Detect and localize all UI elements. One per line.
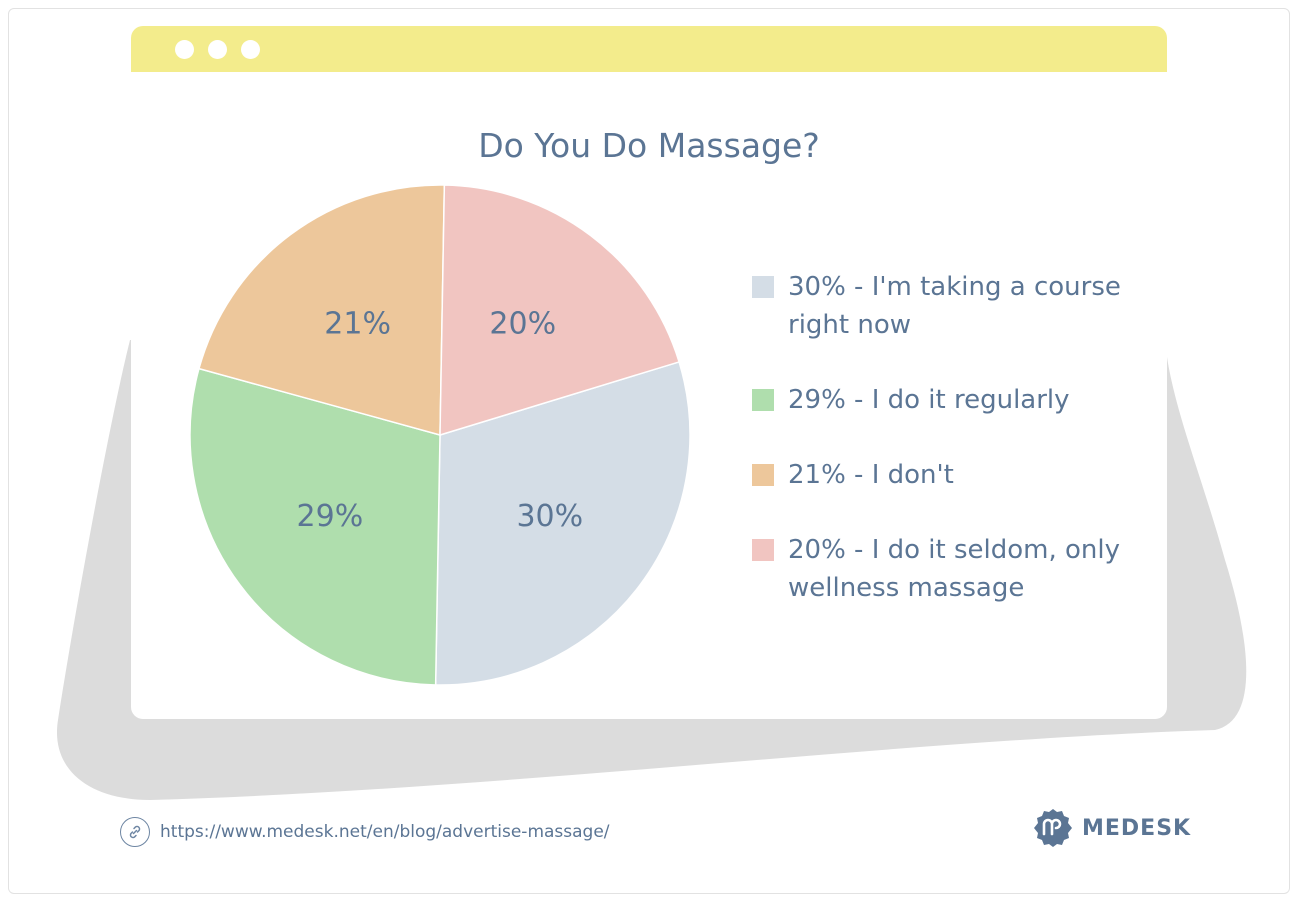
legend-swatch: [752, 276, 774, 298]
window-titlebar: [131, 26, 1167, 72]
legend-item: 30% - I'm taking a course right now: [752, 268, 1152, 344]
chart-title: Do You Do Massage?: [478, 126, 820, 165]
medesk-logo-icon: [1034, 809, 1072, 847]
brand-logo: MEDESK: [1032, 807, 1191, 849]
legend-item: 20% - I do it seldom, only wellness mass…: [752, 531, 1152, 607]
legend-swatch: [752, 464, 774, 486]
chart-legend: 30% - I'm taking a course right now 29% -…: [752, 268, 1152, 607]
pie-slice: [439, 184, 681, 437]
slice-value-label: 20%: [489, 307, 556, 342]
pie-slice: [198, 184, 446, 436]
legend-item: 21% - I don't: [752, 456, 1152, 494]
source-url: https://www.medesk.net/en/blog/advertise…: [160, 822, 610, 842]
pie-slice: [189, 367, 441, 686]
legend-label: 21% - I don't: [788, 460, 954, 490]
legend-label: 30% - I'm taking a course right now: [788, 272, 1121, 340]
brand-name: MEDESK: [1082, 815, 1192, 841]
pie-slice: [434, 360, 691, 686]
legend-swatch: [752, 539, 774, 561]
slice-value-label: 29%: [297, 499, 364, 534]
slice-value-label: 30%: [516, 499, 583, 534]
link-icon: [120, 817, 150, 847]
legend-item: 29% - I do it regularly: [752, 381, 1152, 419]
slice-value-label: 21%: [324, 306, 391, 341]
legend-label: 20% - I do it seldom, only wellness mass…: [788, 535, 1121, 603]
source-link[interactable]: https://www.medesk.net/en/blog/advertise…: [120, 816, 610, 848]
legend-label: 29% - I do it regularly: [788, 385, 1070, 415]
window-dot: [208, 40, 227, 59]
legend-swatch: [752, 389, 774, 411]
window-dot: [241, 40, 260, 59]
window-dot: [175, 40, 194, 59]
